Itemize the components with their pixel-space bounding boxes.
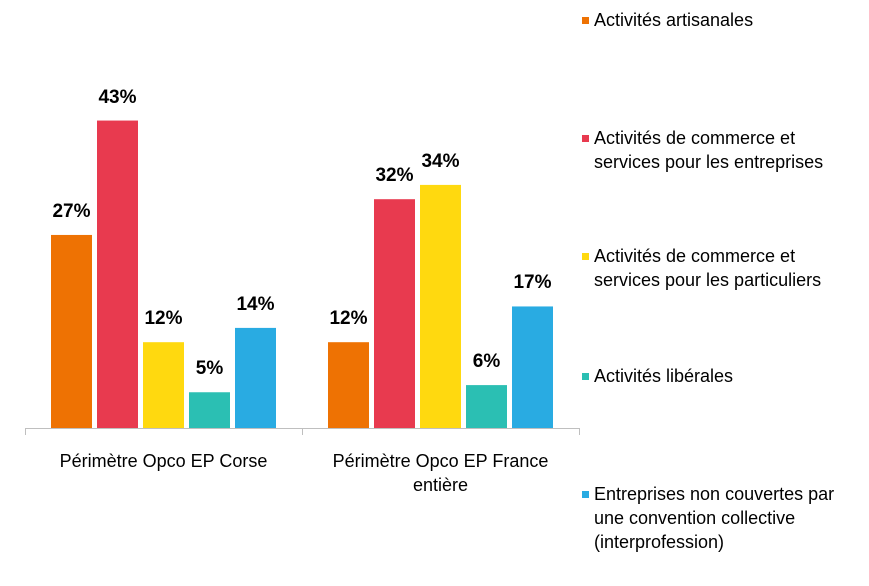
- data-label: 43%: [98, 86, 137, 108]
- bar: [51, 234, 92, 428]
- data-label: 27%: [52, 200, 91, 222]
- legend-swatch: [582, 253, 589, 260]
- data-label: 14%: [236, 293, 275, 315]
- data-label: 17%: [513, 272, 552, 294]
- bar: [420, 184, 461, 428]
- bar: [328, 342, 369, 428]
- bar: [235, 327, 276, 428]
- legend-swatch: [582, 491, 589, 498]
- legend-swatch: [582, 373, 589, 380]
- x-tick-label: Périmètre Opco EP Corse: [59, 451, 268, 471]
- legend-label: Entreprises non couvertes par une conven…: [594, 484, 835, 552]
- bar: [97, 120, 138, 429]
- bar: [143, 342, 184, 428]
- legend-label: Activités artisanales: [594, 10, 754, 30]
- legend-label: Activités libérales: [594, 366, 734, 386]
- data-label: 12%: [144, 308, 183, 330]
- legend-label: Activités de commerce et services pour l…: [594, 128, 824, 172]
- legend-label: Activités de commerce et services pour l…: [594, 246, 822, 290]
- x-tick-label: Périmètre Opco EP France entière: [332, 451, 549, 495]
- legend-swatch: [582, 135, 589, 142]
- legend-swatch: [582, 17, 589, 24]
- data-label: 12%: [329, 308, 368, 330]
- bar: [374, 199, 415, 428]
- data-label: 5%: [195, 358, 224, 380]
- data-label: 32%: [375, 165, 414, 187]
- bar: [189, 392, 230, 428]
- bar: [512, 306, 553, 428]
- bar: [466, 385, 507, 428]
- data-label: 34%: [421, 150, 460, 172]
- data-label: 6%: [472, 351, 501, 373]
